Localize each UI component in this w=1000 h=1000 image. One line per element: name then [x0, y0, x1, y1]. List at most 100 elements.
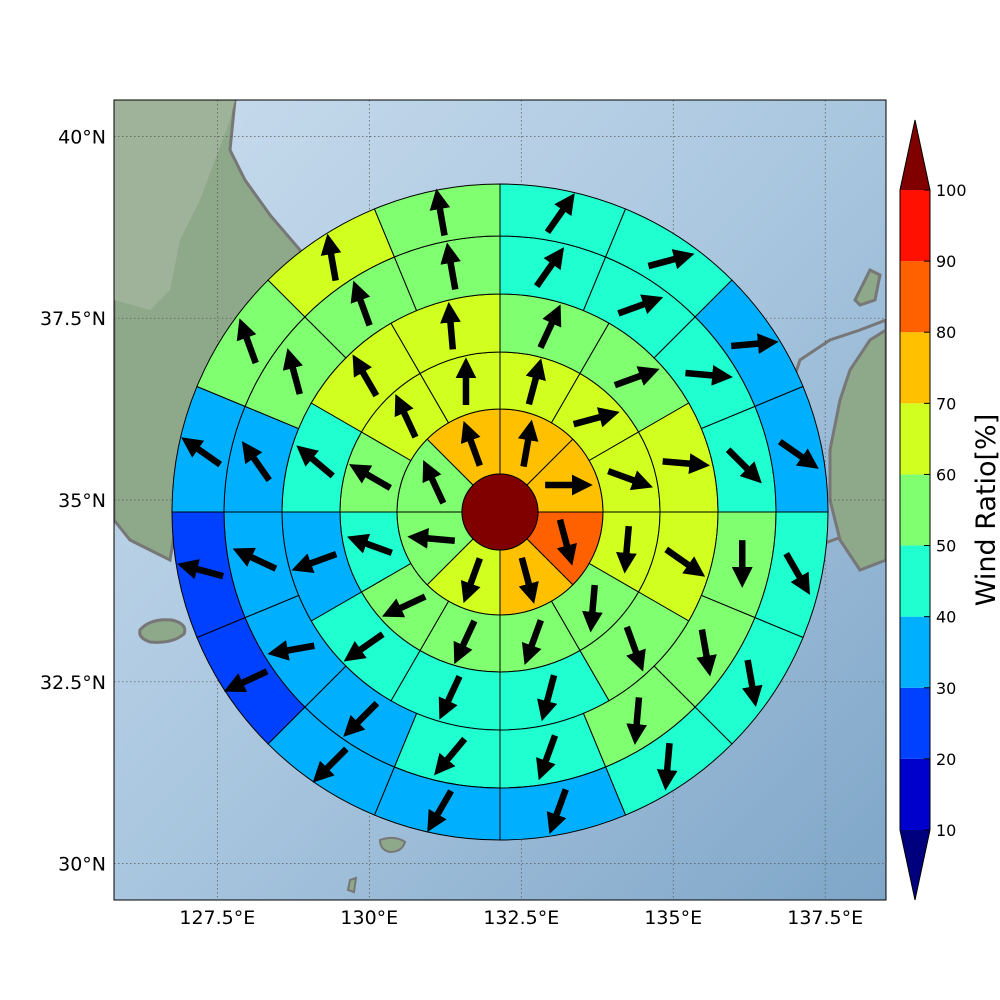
wind-arrow — [349, 464, 392, 491]
wind-arrow — [536, 734, 559, 781]
kyushu-south — [346, 836, 407, 894]
colorbar-segment — [900, 403, 930, 475]
axis-tick-labels: 127.5°E 130°E 132.5°E 135°E 137.5°E 30°N 32.5°… — [40, 126, 863, 929]
colorbar-tick-label: 20 — [936, 750, 956, 769]
wind-arrow — [381, 593, 427, 618]
wind-arrow — [343, 631, 385, 662]
map-area — [114, 100, 886, 900]
wind-arrow — [572, 407, 620, 428]
wind-arrow — [525, 358, 546, 406]
lon-tick-label: 130°E — [340, 907, 398, 929]
wind-arrow — [556, 518, 577, 566]
wind-arrow — [232, 547, 278, 572]
wind-arrow — [534, 247, 565, 288]
wind-arrow — [407, 528, 456, 549]
wind-arrow — [453, 619, 478, 665]
wind-arrow — [460, 420, 483, 467]
wind-arrow — [664, 546, 706, 577]
wind-arrow — [777, 438, 819, 469]
wind-arrow — [241, 441, 272, 483]
wind-arrow — [350, 280, 373, 327]
wind-arrow — [223, 668, 269, 693]
wind-arrow — [352, 354, 380, 398]
colorbar-title: Wind Ratio[%] — [971, 414, 1000, 606]
wind-arrow — [177, 559, 224, 580]
lat-tick-label: 40°N — [58, 126, 106, 148]
wind-arrow — [347, 533, 393, 556]
colorbar-segment — [900, 474, 930, 546]
colorbar-tick-label: 90 — [936, 252, 956, 271]
wind-arrow — [546, 788, 569, 835]
colorbar: 10 20 30 40 50 60 70 80 90 100 — [899, 119, 967, 901]
wind-arrow — [440, 301, 461, 350]
wind-arrow — [517, 419, 539, 468]
wind-arrow — [267, 640, 315, 661]
wind-arrow — [725, 447, 762, 484]
colorbar-segment — [900, 687, 930, 759]
colorbar-tick-label: 50 — [936, 537, 956, 556]
colorbar-segment — [900, 545, 930, 617]
wind-arrow — [623, 625, 646, 672]
wind-direction-arrows — [177, 188, 819, 835]
wind-arrow — [742, 659, 763, 708]
wind-arrow — [518, 556, 539, 604]
wind-arrow — [181, 437, 223, 468]
wind-arrow — [291, 551, 338, 574]
colorbar-tick-label: 100 — [936, 181, 967, 200]
colorbar-segment — [900, 332, 930, 404]
wind-arrow — [320, 233, 342, 282]
wind-arrow — [662, 453, 711, 475]
center-cell — [461, 473, 539, 551]
wind-arrow — [282, 348, 303, 395]
wind-arrow — [427, 789, 454, 833]
lon-tick-label: 137.5°E — [787, 907, 863, 929]
wind-arrow — [394, 393, 419, 439]
colorbar-segment — [900, 616, 930, 688]
lat-tick-label: 37.5°N — [40, 308, 106, 330]
wind-arrow — [626, 697, 647, 745]
wind-arrow — [440, 242, 461, 291]
wind-arrow — [616, 525, 637, 574]
wind-arrow — [544, 193, 575, 235]
wind-arrow — [537, 674, 558, 722]
lat-tick-label: 35°N — [58, 490, 106, 512]
wind-arrow — [607, 468, 653, 491]
wind-arrow — [696, 628, 717, 677]
lon-tick-label: 132.5°E — [483, 907, 559, 929]
colorbar-tick-label: 10 — [936, 821, 956, 840]
wind-arrow — [429, 188, 451, 237]
wind-arrow — [783, 551, 811, 595]
wind-arrow — [296, 445, 335, 479]
colorbar-segment — [900, 190, 930, 262]
wind-arrow — [438, 675, 463, 720]
wind-arrow — [613, 366, 660, 389]
wind-arrow — [537, 304, 562, 349]
wind-arrow — [422, 459, 447, 505]
wind-sector-cell — [373, 183, 501, 258]
wind-arrow — [343, 700, 380, 737]
colorbar-segment — [900, 261, 930, 333]
colorbar-tick-label: 70 — [936, 394, 956, 413]
colorbar-tick-label: 40 — [936, 608, 956, 627]
colorbar-over-triangle — [900, 120, 930, 190]
wind-arrow — [312, 746, 349, 783]
colorbar-under-triangle — [900, 830, 930, 900]
wind-arrow — [617, 294, 664, 317]
japan-honshu-east — [828, 328, 886, 572]
wind-arrow — [656, 742, 678, 791]
noto-peninsula — [853, 267, 882, 307]
wind-arrow — [434, 736, 468, 776]
wind-arrow — [685, 365, 733, 386]
wind-arrow — [521, 619, 544, 665]
wind-ratio-sectors — [171, 183, 829, 841]
wind-arrow — [647, 249, 695, 270]
map-frame — [113, 99, 887, 901]
colorbar-tick-label: 30 — [936, 679, 956, 698]
jeju-island — [138, 618, 187, 644]
lon-tick-label: 127.5°E — [179, 907, 255, 929]
korea-landmass-north — [114, 100, 235, 310]
wind-arrow — [582, 584, 603, 633]
colorbar-segment — [900, 758, 930, 830]
colorbar-tick-label: 80 — [936, 323, 956, 342]
lat-tick-label: 32.5°N — [40, 672, 106, 694]
